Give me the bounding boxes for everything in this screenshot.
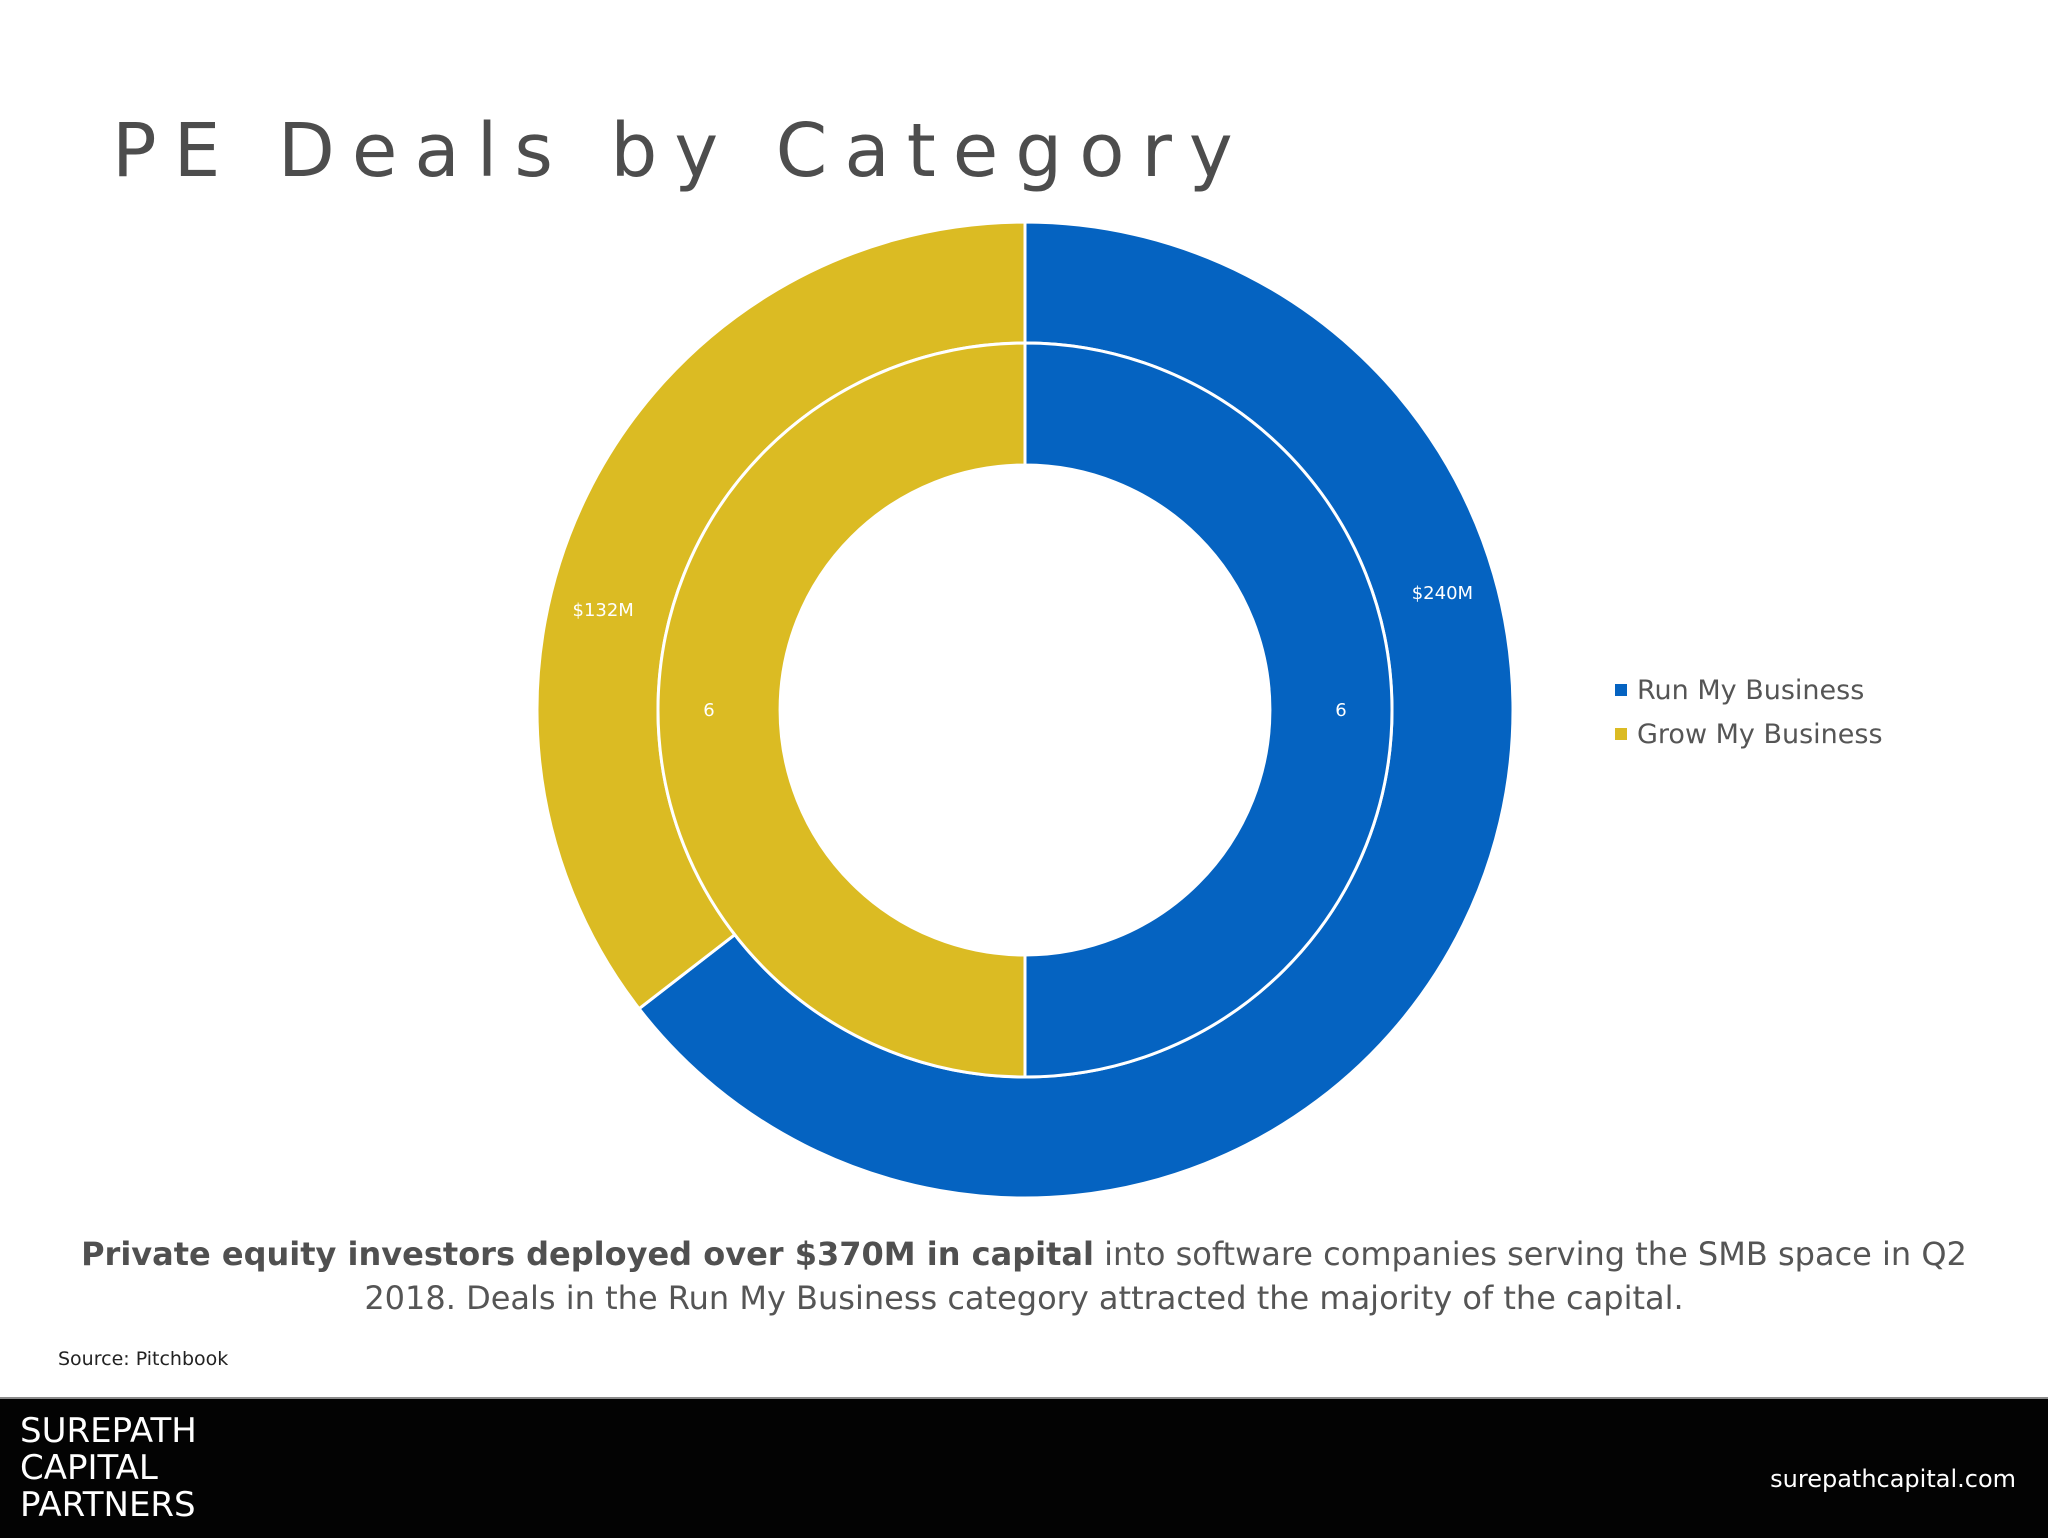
caption-text: into software companies serving the SMB … bbox=[364, 1235, 1967, 1317]
data-label: 6 bbox=[1335, 700, 1346, 721]
legend-label: Grow My Business bbox=[1637, 718, 1883, 750]
data-label: 6 bbox=[703, 700, 714, 721]
chart-legend: Run My Business Grow My Business bbox=[1615, 668, 1883, 756]
legend-label: Run My Business bbox=[1637, 674, 1865, 706]
brand-line: CAPITAL bbox=[20, 1448, 158, 1488]
legend-item-run-my-business: Run My Business bbox=[1615, 668, 1883, 712]
slice-inner-grow-my-business bbox=[656, 341, 1027, 1079]
summary-caption: Private equity investors deployed over $… bbox=[40, 1232, 2008, 1320]
slice-inner-run-my-business bbox=[1023, 341, 1394, 1079]
legend-item-grow-my-business: Grow My Business bbox=[1615, 712, 1883, 756]
website-link[interactable]: surepathcapital.com bbox=[1770, 1465, 2016, 1493]
brand-logo: SUREPATH CAPITAL PARTNERS bbox=[20, 1413, 197, 1524]
legend-swatch-icon bbox=[1615, 728, 1627, 740]
legend-swatch-icon bbox=[1615, 684, 1627, 696]
caption-highlight: Private equity investors deployed over $… bbox=[81, 1235, 1094, 1273]
brand-line: PARTNERS bbox=[20, 1485, 196, 1525]
slide-title: PE Deals by Category bbox=[112, 108, 1250, 194]
footer-bar: SUREPATH CAPITAL PARTNERS surepathcapita… bbox=[0, 1397, 2048, 1538]
brand-line: SUREPATH bbox=[20, 1411, 197, 1451]
data-label: $240M bbox=[1412, 583, 1473, 604]
data-label: $132M bbox=[573, 600, 634, 621]
source-note: Source: Pitchbook bbox=[58, 1348, 229, 1370]
